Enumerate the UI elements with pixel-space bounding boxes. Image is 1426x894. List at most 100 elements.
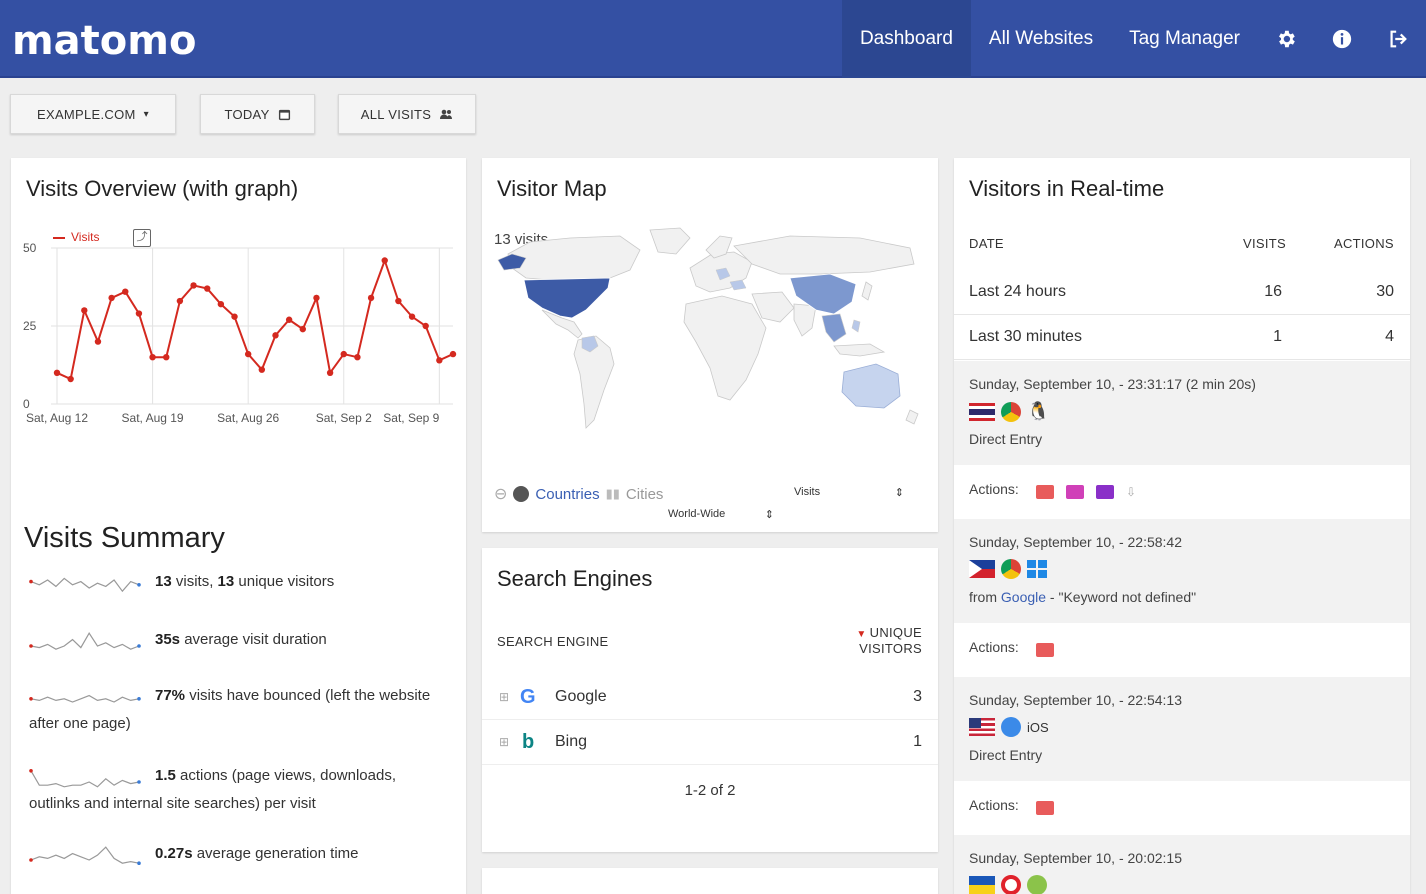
matomo-logo[interactable]: matomo: [12, 18, 197, 64]
visit-time: Sunday, September 10, - 22:54:13: [969, 692, 1182, 708]
data-point[interactable]: [122, 288, 129, 295]
expand-icon[interactable]: ⊞: [499, 690, 510, 704]
data-point[interactable]: [94, 338, 102, 345]
period-selector[interactable]: TODAY: [200, 94, 315, 134]
data-point[interactable]: [258, 366, 266, 373]
folder-icon[interactable]: [1036, 801, 1054, 816]
visit-entry[interactable]: Sunday, September 10, - 22:58:42 from Go…: [954, 519, 1410, 623]
data-point[interactable]: [204, 285, 211, 292]
column-header-line-1: UNIQUE: [869, 625, 922, 640]
column-header-line-2: VISITORS: [859, 641, 922, 656]
data-point[interactable]: [395, 297, 402, 305]
data-point[interactable]: [163, 354, 170, 361]
table-row[interactable]: ⊞ b Bing 1: [482, 720, 938, 765]
chrome-icon: [1001, 559, 1021, 579]
row-visits: 1: [1273, 328, 1282, 345]
expand-icon[interactable]: ⊞: [499, 735, 510, 749]
data-point[interactable]: [313, 294, 320, 302]
data-point[interactable]: [176, 297, 184, 305]
sparkline-chart[interactable]: [29, 764, 141, 788]
data-point[interactable]: [340, 350, 347, 358]
sparkline-chart[interactable]: [29, 570, 141, 594]
visit-entry[interactable]: Sunday, September 10, - 22:54:13 iOS Dir…: [954, 677, 1410, 781]
logout-icon[interactable]: [1370, 0, 1426, 78]
widget-title: Visitor Map: [497, 176, 607, 201]
data-point[interactable]: [53, 369, 61, 376]
data-point[interactable]: [272, 332, 279, 339]
chrome-icon: [1001, 401, 1021, 422]
info-icon[interactable]: [1314, 0, 1370, 78]
summary-text: actions (page views, downloads, outlinks…: [29, 767, 396, 812]
engine-value: 3: [913, 688, 922, 705]
zoom-out-icon[interactable]: ⊖: [494, 486, 508, 503]
summary-value: 0.27s: [155, 845, 193, 862]
caret-down-icon: ▾: [143, 108, 149, 120]
data-point[interactable]: [285, 316, 293, 323]
folder-icon[interactable]: [1036, 643, 1054, 658]
folder-icon[interactable]: [1036, 485, 1054, 500]
summary-row: 0.27s average generation time: [29, 840, 449, 868]
folder-icon[interactable]: [1096, 485, 1114, 500]
nav-all-websites[interactable]: All Websites: [988, 28, 1094, 49]
data-point[interactable]: [135, 310, 143, 317]
data-point[interactable]: [422, 322, 429, 330]
visit-entry[interactable]: Sunday, September 10, - 20:02:15: [954, 835, 1410, 894]
visit-time: Sunday, September 10, - 20:02:15: [969, 850, 1182, 866]
summary-row: 35s average visit duration: [29, 626, 449, 654]
chart-type-icon[interactable]: ⤴: [133, 229, 151, 247]
data-point[interactable]: [217, 300, 225, 308]
x-tick-label: Sat, Sep 2: [316, 411, 372, 425]
data-point[interactable]: [436, 357, 443, 364]
table-row: Last 24 hours 16 30: [954, 270, 1410, 315]
countries-tab[interactable]: Countries: [535, 485, 600, 503]
column-header-actions: ACTIONS: [1334, 236, 1394, 251]
summary-text: average generation time: [192, 845, 359, 862]
data-point[interactable]: [67, 375, 74, 383]
data-point[interactable]: [408, 313, 416, 320]
referrer-link[interactable]: Google: [1000, 589, 1047, 605]
data-point[interactable]: [81, 307, 88, 314]
data-point[interactable]: [326, 369, 334, 376]
column-header-unique-visitors[interactable]: ▼ UNIQUE VISITORS: [856, 626, 922, 656]
map-metric-value: Visits: [794, 486, 821, 498]
site-selector[interactable]: EXAMPLE.COM ▾: [10, 94, 176, 134]
summary-row: 13 visits, 13 unique visitors: [29, 568, 449, 596]
visits-overview-widget: Visits Overview (with graph) Visits ⤴ 50…: [11, 158, 466, 894]
map-metric-select[interactable]: Visits ⇕: [794, 486, 904, 499]
world-map[interactable]: [490, 224, 930, 444]
opera-icon: [1001, 875, 1021, 894]
data-point[interactable]: [149, 354, 156, 361]
main-nav: Dashboard All Websites Tag Manager: [841, 0, 1426, 78]
x-tick-label: Sat, Aug 26: [217, 411, 279, 425]
download-icon[interactable]: ⇩: [1126, 485, 1137, 499]
data-point[interactable]: [231, 313, 238, 320]
data-point[interactable]: [190, 282, 197, 289]
engine-value: 1: [913, 733, 922, 750]
column-header-search-engine[interactable]: SEARCH ENGINE: [497, 634, 609, 649]
table-row[interactable]: ⊞ G Google 3: [482, 675, 938, 720]
sparkline-chart[interactable]: [29, 842, 141, 866]
chart-legend-visits[interactable]: Visits: [53, 230, 99, 244]
data-point[interactable]: [367, 294, 375, 302]
thailand-flag-icon: [969, 402, 995, 421]
nav-dashboard[interactable]: Dashboard: [841, 0, 971, 78]
folder-icon[interactable]: [1066, 485, 1084, 500]
visit-entry[interactable]: Sunday, September 10, - 23:31:17 (2 min …: [954, 361, 1410, 465]
data-point[interactable]: [354, 354, 361, 361]
cities-tab[interactable]: Cities: [625, 485, 664, 503]
data-point[interactable]: [449, 350, 457, 358]
data-point[interactable]: [381, 257, 388, 264]
data-point[interactable]: [299, 325, 306, 333]
nav-tag-manager[interactable]: Tag Manager: [1129, 28, 1240, 49]
actions-label: Actions:: [969, 639, 1019, 655]
sparkline-chart[interactable]: [29, 684, 141, 708]
visit-referrer: from Google - "Keyword not defined": [969, 589, 1197, 605]
gear-icon[interactable]: [1258, 0, 1314, 78]
sparkline-chart[interactable]: [29, 628, 141, 652]
data-point[interactable]: [244, 350, 252, 358]
map-region-select[interactable]: World-Wide ⇕: [668, 508, 774, 521]
data-point[interactable]: [108, 294, 115, 302]
next-widget: [482, 868, 938, 894]
segment-selector[interactable]: ALL VISITS: [338, 94, 476, 134]
